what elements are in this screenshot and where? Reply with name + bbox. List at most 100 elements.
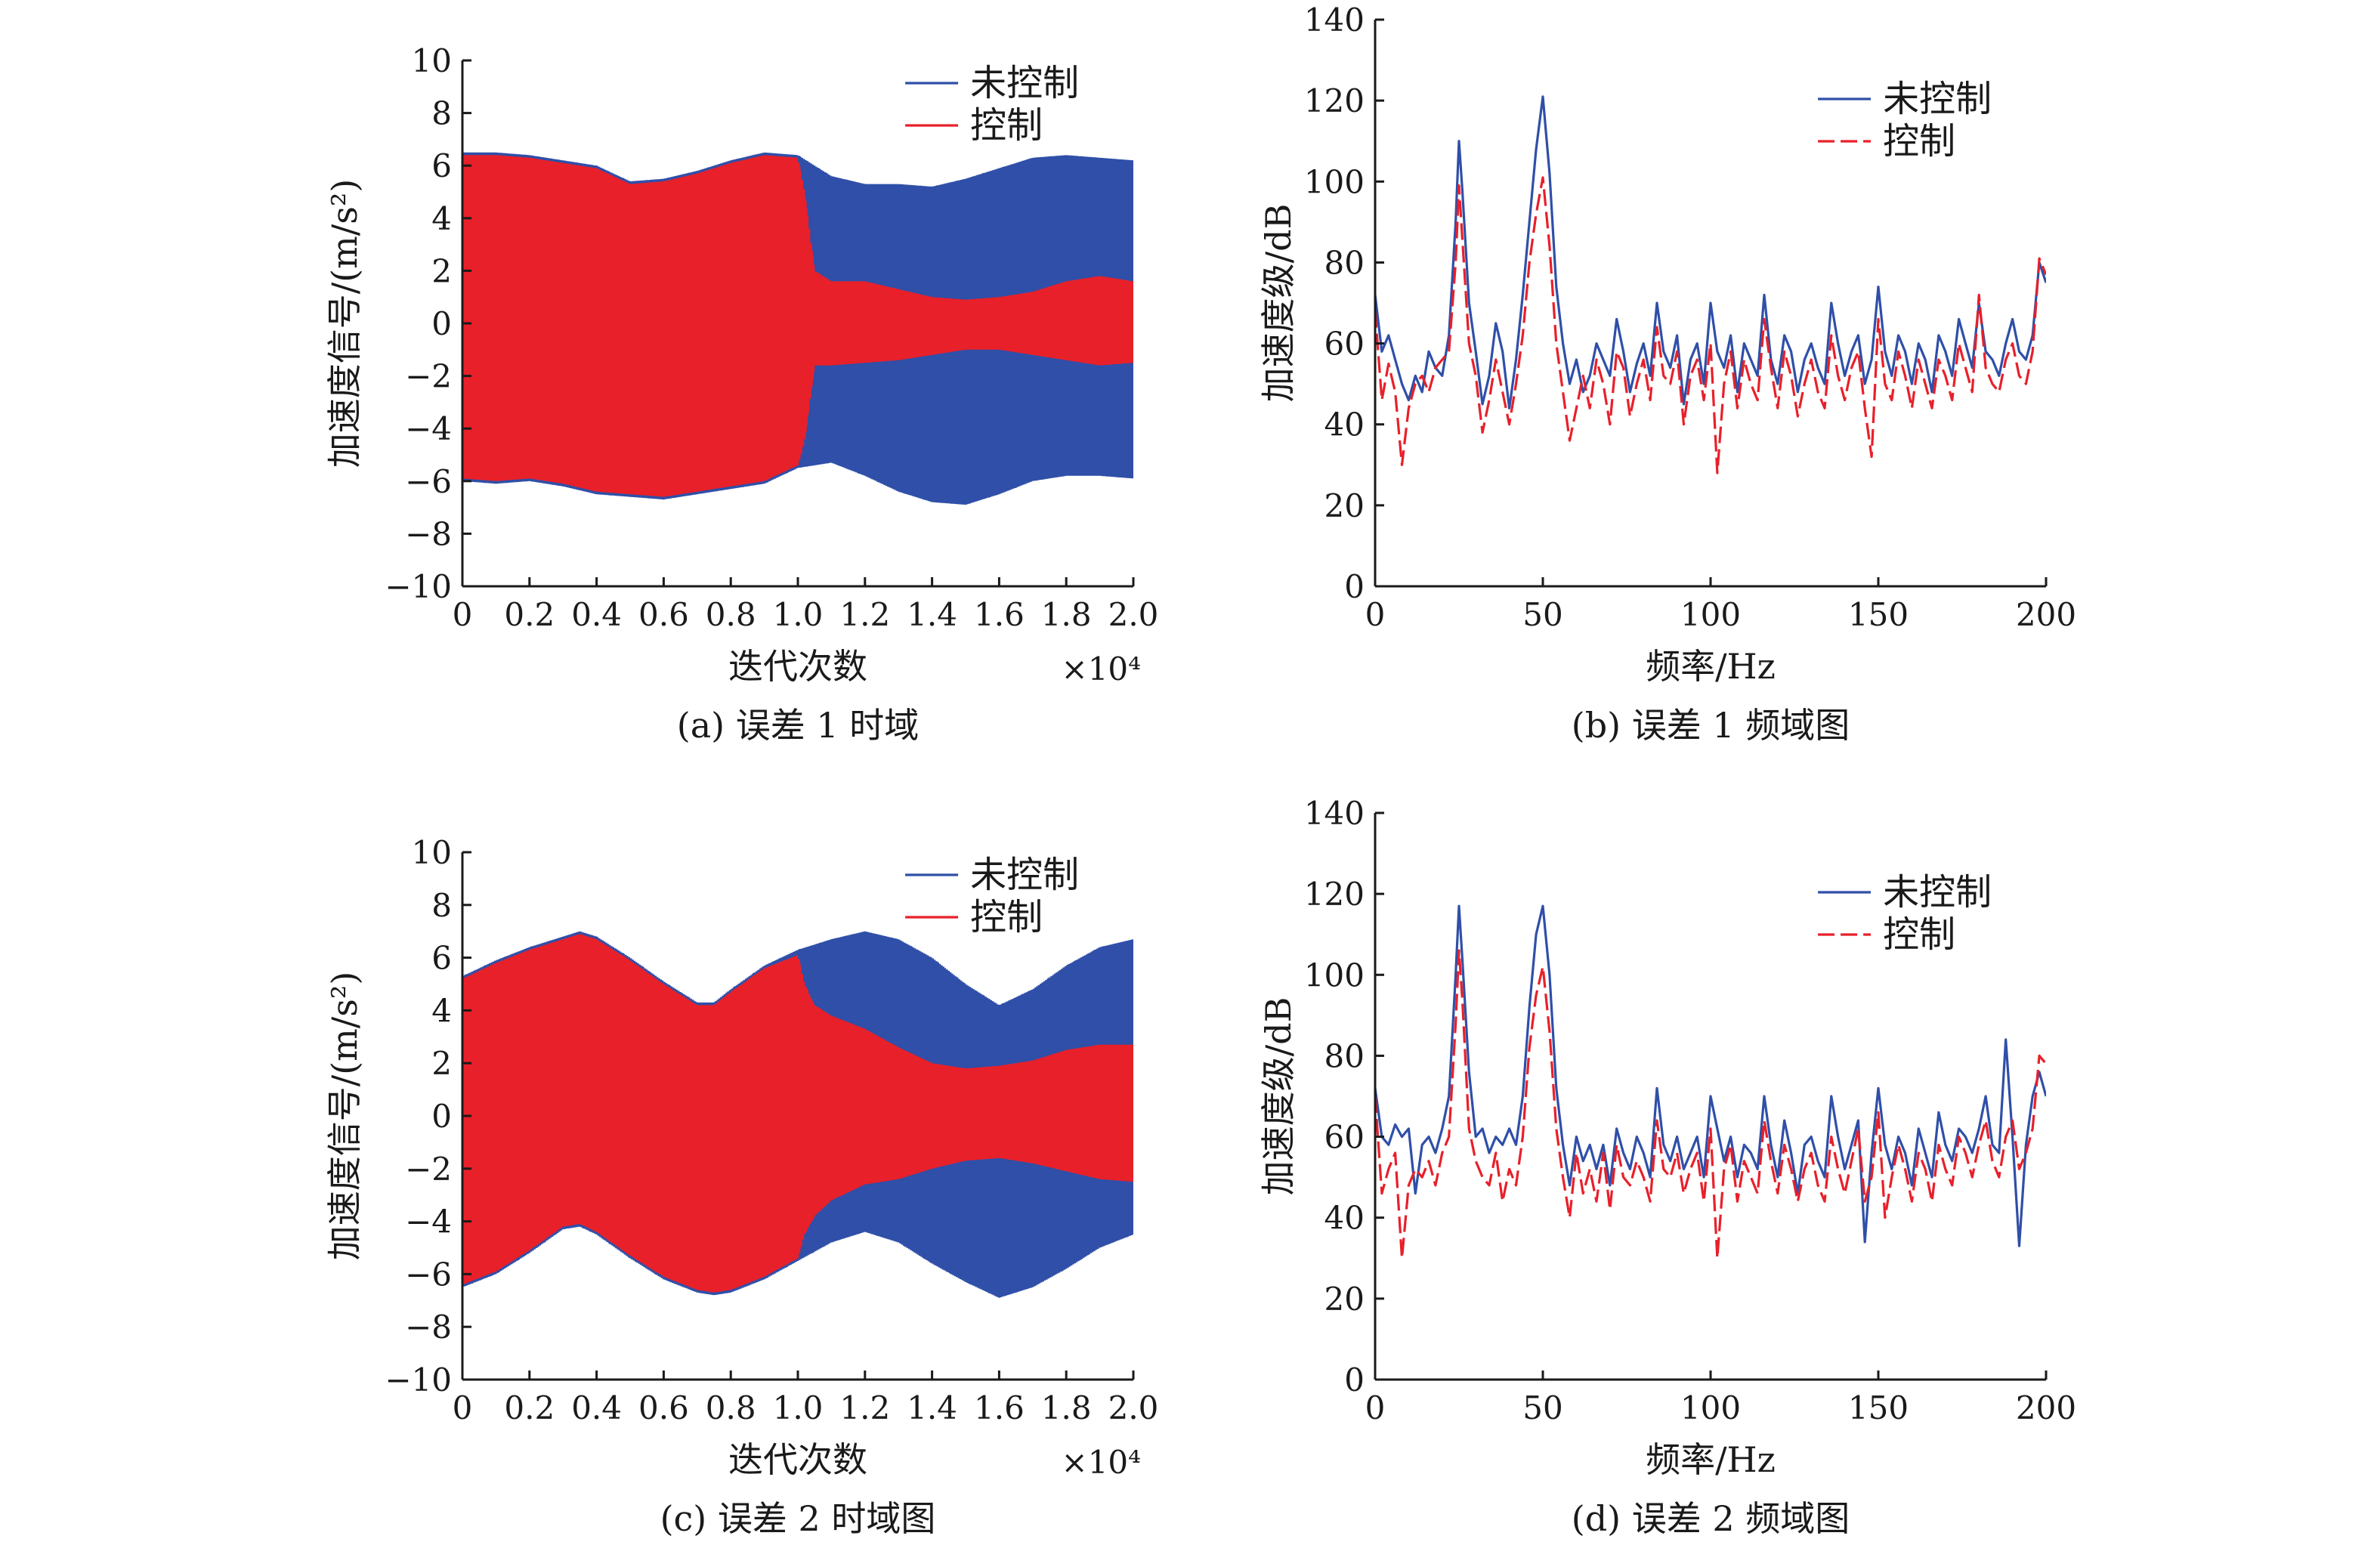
series-line-controlled [1375, 949, 2046, 1259]
x-tick-label: 0.8 [706, 1389, 756, 1426]
y-tick-label: 60 [1324, 1119, 1365, 1156]
chart-panel-b: 0 50 100 150 200 0 20 40 60 80 100 120 140 频率/Hz 加速度级/… [1258, 2, 2076, 746]
y-tick-label: −6 [405, 463, 452, 500]
series-band-controlled [462, 155, 1133, 497]
y-tick-label: 10 [412, 834, 452, 871]
x-tick-label: 1.4 [907, 1389, 957, 1426]
legend-label: 控制 [1883, 120, 1955, 162]
x-tick-label: 150 [1848, 596, 1909, 633]
x-axis-label: 频率/Hz [1646, 1439, 1776, 1480]
x-tick-label: 1.6 [974, 596, 1025, 633]
y-axis-label: 加速度级/dB [1258, 997, 1299, 1196]
y-tick-label: −2 [405, 1151, 452, 1188]
x-tick-label: 50 [1522, 596, 1562, 633]
y-tick-label: 140 [1304, 2, 1365, 39]
legend-label: 控制 [970, 104, 1043, 147]
y-tick-label: 8 [431, 887, 452, 924]
x-tick-label: 1.0 [773, 596, 824, 633]
x-tick-label: 50 [1522, 1389, 1562, 1426]
panel-caption: (c) 误差 2 时域图 [660, 1498, 936, 1539]
legend-label: 未控制 [1883, 871, 1992, 913]
y-tick-label: 10 [412, 42, 452, 79]
x-tick-label: 0.8 [706, 596, 756, 633]
y-tick-label: 20 [1324, 1281, 1365, 1318]
x-tick-label: 0 [453, 596, 473, 633]
y-tick-label: −8 [405, 515, 452, 552]
x-tick-label: 100 [1680, 1389, 1741, 1426]
x-tick-label: 1.8 [1041, 596, 1092, 633]
x-tick-label: 1.0 [773, 1389, 824, 1426]
x-tick-label: 200 [2016, 1389, 2076, 1426]
x-tick-label: 100 [1680, 596, 1741, 633]
plot-area [1375, 95, 2046, 474]
x-tick-label: 1.4 [907, 596, 957, 633]
x-tick-label: 0.2 [504, 1389, 555, 1426]
y-tick-label: −6 [405, 1256, 452, 1293]
y-tick-label: −4 [405, 1204, 452, 1241]
y-tick-label: 120 [1304, 876, 1365, 913]
y-tick-label: 60 [1324, 326, 1365, 363]
x-tick-label: 0 [1365, 1389, 1386, 1426]
series-band-controlled [462, 934, 1133, 1293]
y-tick-label: 0 [1344, 1361, 1365, 1398]
panel-caption: (d) 误差 2 频域图 [1572, 1498, 1850, 1539]
y-tick-label: 0 [431, 305, 452, 342]
legend-label: 控制 [970, 896, 1043, 938]
series-line-uncontrolled [1375, 95, 2046, 409]
y-tick-label: −4 [405, 410, 452, 447]
series-line-uncontrolled [1375, 904, 2046, 1247]
series-line-controlled [1375, 176, 2046, 474]
x-tick-label: 2.0 [1108, 1389, 1159, 1426]
legend-label: 未控制 [970, 854, 1079, 896]
plot-area [1375, 904, 2046, 1259]
y-axis-label: 加速度信号/(m/s²) [324, 179, 365, 468]
y-tick-label: −8 [405, 1309, 452, 1346]
y-tick-label: 80 [1324, 1037, 1365, 1074]
x-tick-label: 0.4 [571, 1389, 622, 1426]
chart-panel-a: 0 0.2 0.4 0.6 0.8 1.0 1.2 1.4 1.6 1.8 2.0 −10 −8 −6 −4… [324, 42, 1158, 746]
legend-label: 控制 [1883, 913, 1955, 956]
legend-label: 未控制 [970, 62, 1079, 104]
x-axis-label: 频率/Hz [1646, 646, 1776, 687]
y-tick-label: 40 [1324, 406, 1365, 443]
x-tick-label: 200 [2016, 596, 2076, 633]
plot-area [462, 931, 1133, 1298]
y-tick-label: 2 [431, 252, 452, 289]
x-tick-label: 0.6 [638, 1389, 689, 1426]
y-tick-label: −10 [385, 568, 452, 605]
y-tick-label: −2 [405, 358, 452, 395]
y-tick-label: 2 [431, 1045, 452, 1082]
y-tick-label: 8 [431, 95, 452, 132]
y-tick-label: 20 [1324, 487, 1365, 524]
chart-panel-c: 0 0.2 0.4 0.6 0.8 1.0 1.2 1.4 1.6 1.8 2.0 −10 −8 −6 −4… [324, 834, 1158, 1539]
panel-caption: (b) 误差 1 频域图 [1572, 705, 1850, 746]
y-tick-label: 140 [1304, 795, 1365, 832]
y-tick-label: 0 [1344, 568, 1365, 605]
y-tick-label: 6 [431, 940, 452, 977]
y-tick-label: 40 [1324, 1200, 1365, 1237]
x-axis-label: 迭代次数 [728, 646, 867, 687]
legend-label: 未控制 [1883, 78, 1992, 120]
y-tick-label: 80 [1324, 244, 1365, 281]
panel-caption: (a) 误差 1 时域 [677, 705, 919, 746]
x-tick-label: 2.0 [1108, 596, 1159, 633]
x-axis-multiplier: ×10⁴ [1062, 1444, 1141, 1481]
plot-area [462, 152, 1133, 505]
x-tick-label: 1.2 [839, 1389, 890, 1426]
x-tick-label: 150 [1848, 1389, 1909, 1426]
x-tick-label: 0 [1365, 596, 1386, 633]
x-tick-label: 0.6 [638, 596, 689, 633]
x-tick-label: 1.2 [839, 596, 890, 633]
y-tick-label: 6 [431, 147, 452, 184]
x-tick-label: 1.6 [974, 1389, 1025, 1426]
x-tick-label: 0.4 [571, 596, 622, 633]
x-tick-label: 1.8 [1041, 1389, 1092, 1426]
y-tick-label: 4 [431, 992, 452, 1029]
y-tick-label: 4 [431, 200, 452, 237]
y-tick-label: 100 [1304, 163, 1365, 200]
x-axis-label: 迭代次数 [728, 1439, 867, 1480]
